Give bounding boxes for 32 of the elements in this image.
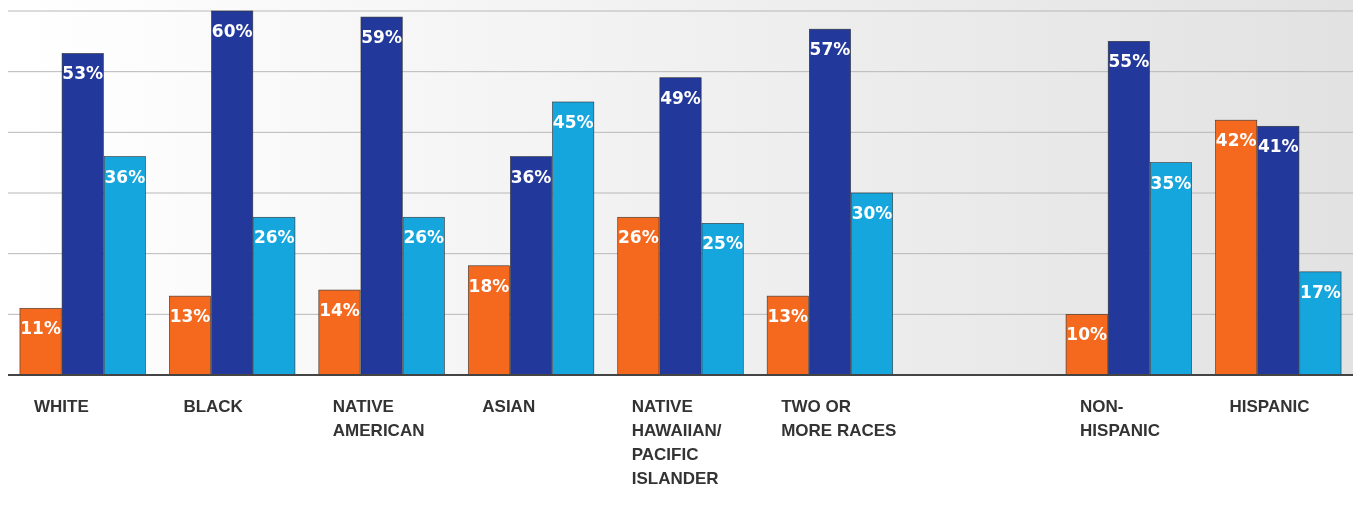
data-label: 26%: [253, 227, 295, 248]
x-tick-label: NATIVE HAWAIIAN/ PACIFIC ISLANDER: [631, 397, 722, 488]
data-label: 41%: [1257, 136, 1299, 157]
data-label: 10%: [1066, 324, 1108, 345]
data-label: 30%: [851, 203, 893, 223]
data-label: 26%: [403, 227, 445, 248]
data-label: 36%: [104, 166, 146, 187]
x-tick-label: TWO OR MORE RACES: [781, 397, 897, 440]
x-tick-label: NON-HISPANIC: [1080, 397, 1161, 440]
data-label: 53%: [62, 63, 104, 84]
x-tick-label: WHITE: [33, 397, 89, 416]
data-label: 36%: [510, 166, 552, 187]
data-label: 35%: [1150, 172, 1192, 193]
data-label: 57%: [809, 39, 851, 60]
data-label: 49%: [660, 87, 701, 108]
data-label: 17%: [1300, 281, 1341, 302]
data-label: 42%: [1215, 130, 1257, 151]
data-label: 11%: [20, 318, 61, 339]
x-tick-label: NATIVE AMERICAN: [332, 397, 425, 440]
data-label: 13%: [767, 306, 809, 327]
data-label: 18%: [468, 275, 510, 296]
x-tick-label: HISPANIC: [1229, 397, 1310, 416]
data-label: 14%: [319, 300, 360, 321]
x-tick-label: ASIAN: [482, 397, 536, 416]
data-label: 13%: [169, 306, 211, 327]
data-label: 60%: [211, 21, 253, 41]
data-label: 55%: [1108, 51, 1150, 72]
data-label: 26%: [618, 227, 659, 248]
data-label: 59%: [361, 27, 402, 48]
data-label: 45%: [552, 112, 594, 132]
x-tick-label: BLACK: [183, 397, 244, 416]
data-label: 25%: [702, 233, 743, 254]
